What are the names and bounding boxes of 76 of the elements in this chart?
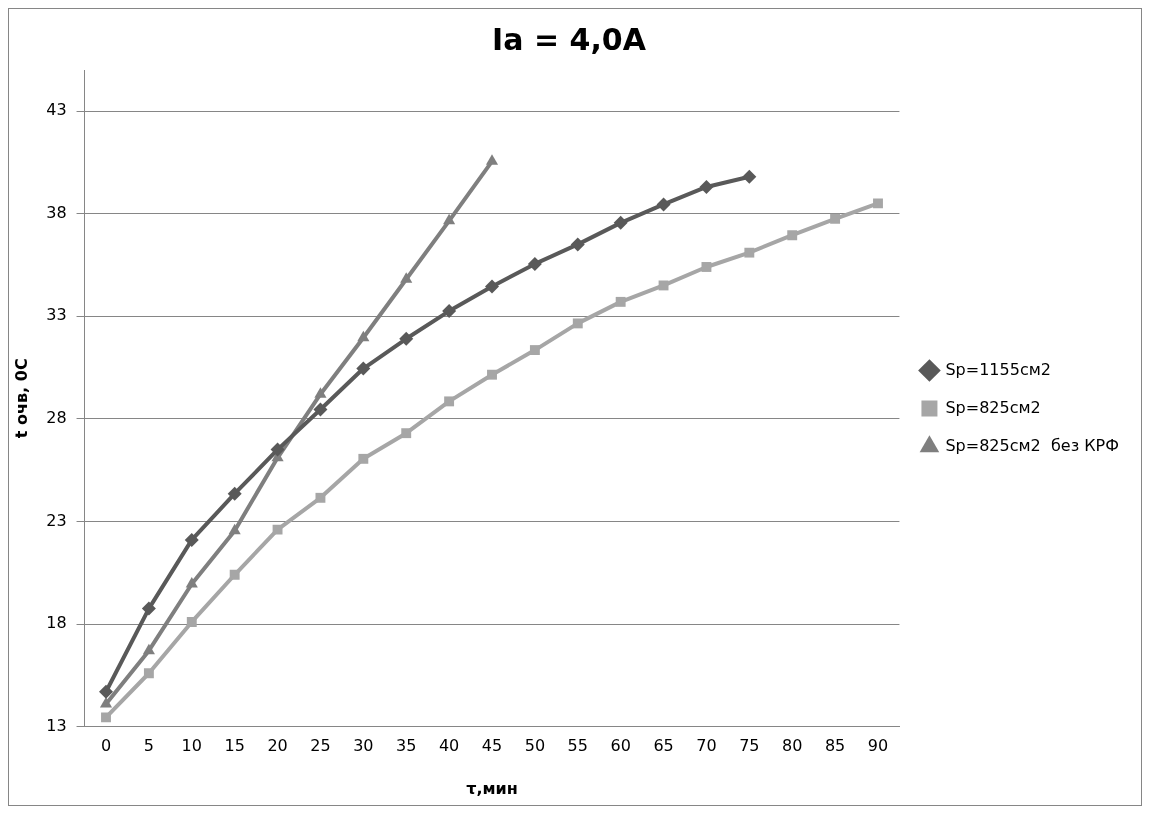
x-tick-label: 25	[310, 736, 331, 756]
x-tick-label: 75	[739, 736, 760, 756]
point	[315, 492, 326, 503]
y-tick-label: 38	[46, 202, 67, 222]
x-tick-label: 15	[224, 736, 245, 756]
point	[228, 523, 241, 535]
legend-label: Sp=825см2 без КРФ	[945, 435, 1119, 455]
point	[613, 215, 628, 230]
point	[142, 643, 155, 655]
point	[658, 280, 669, 291]
x-tick-label: 30	[353, 736, 374, 756]
x-tick-label: 70	[696, 736, 717, 756]
point	[699, 179, 714, 194]
x-tick-label: 5	[143, 736, 154, 756]
point	[873, 198, 883, 209]
point	[314, 387, 327, 398]
x-tick-label: 45	[481, 736, 503, 756]
x-tick-label: 90	[867, 736, 889, 756]
point	[485, 279, 499, 294]
y-tick-label: 13	[46, 715, 67, 735]
point	[141, 601, 156, 616]
point	[184, 532, 199, 547]
legend-label: Sp=825см2	[945, 397, 1041, 417]
x-tick-label: 50	[524, 736, 546, 756]
point	[615, 296, 626, 307]
point	[399, 331, 414, 346]
point	[572, 318, 583, 329]
y-tick-label: 23	[46, 510, 67, 530]
x-tick-label: 85	[824, 736, 846, 756]
point	[787, 230, 798, 241]
point	[99, 684, 113, 699]
point	[356, 361, 371, 376]
point	[357, 330, 370, 342]
point	[313, 402, 328, 417]
point	[444, 396, 455, 407]
point	[701, 262, 712, 272]
point	[401, 428, 412, 439]
point	[529, 345, 540, 356]
point	[185, 577, 198, 588]
x-tick-label: 20	[267, 736, 288, 756]
y-tick-label: 43	[46, 100, 67, 120]
point	[742, 169, 757, 184]
x-tick-label: 40	[438, 736, 460, 756]
point	[485, 154, 499, 165]
point	[830, 213, 841, 224]
point	[400, 272, 413, 283]
y-tick-label: 33	[46, 305, 67, 325]
point	[186, 617, 197, 627]
x-axis-title: τ,мин	[466, 778, 518, 798]
y-axis-title: t очв, 0С	[11, 358, 31, 439]
point	[443, 213, 456, 225]
y-tick-label: 18	[46, 613, 67, 633]
x-tick-label: 35	[396, 736, 417, 756]
point	[744, 247, 755, 258]
x-tick-label: 65	[653, 736, 674, 756]
x-tick-label: 0	[100, 736, 112, 756]
x-tick-label: 80	[782, 736, 803, 756]
y-tick-label: 28	[46, 407, 67, 427]
point	[358, 453, 369, 464]
point	[99, 697, 113, 708]
point	[570, 237, 585, 252]
point	[487, 369, 497, 380]
point	[527, 256, 542, 271]
point	[101, 712, 111, 723]
point	[227, 486, 242, 501]
x-tick-label: 10	[181, 736, 202, 756]
x-tick-label: 55	[567, 736, 588, 756]
x-tick-label: 60	[610, 736, 631, 756]
legend-label: Sp=1155см2	[945, 359, 1051, 379]
point	[143, 668, 154, 679]
point	[656, 197, 671, 212]
chart-title: Ia = 4,0A	[492, 21, 647, 57]
point	[272, 524, 283, 535]
point	[270, 442, 285, 457]
point	[229, 569, 240, 580]
point	[442, 304, 457, 319]
